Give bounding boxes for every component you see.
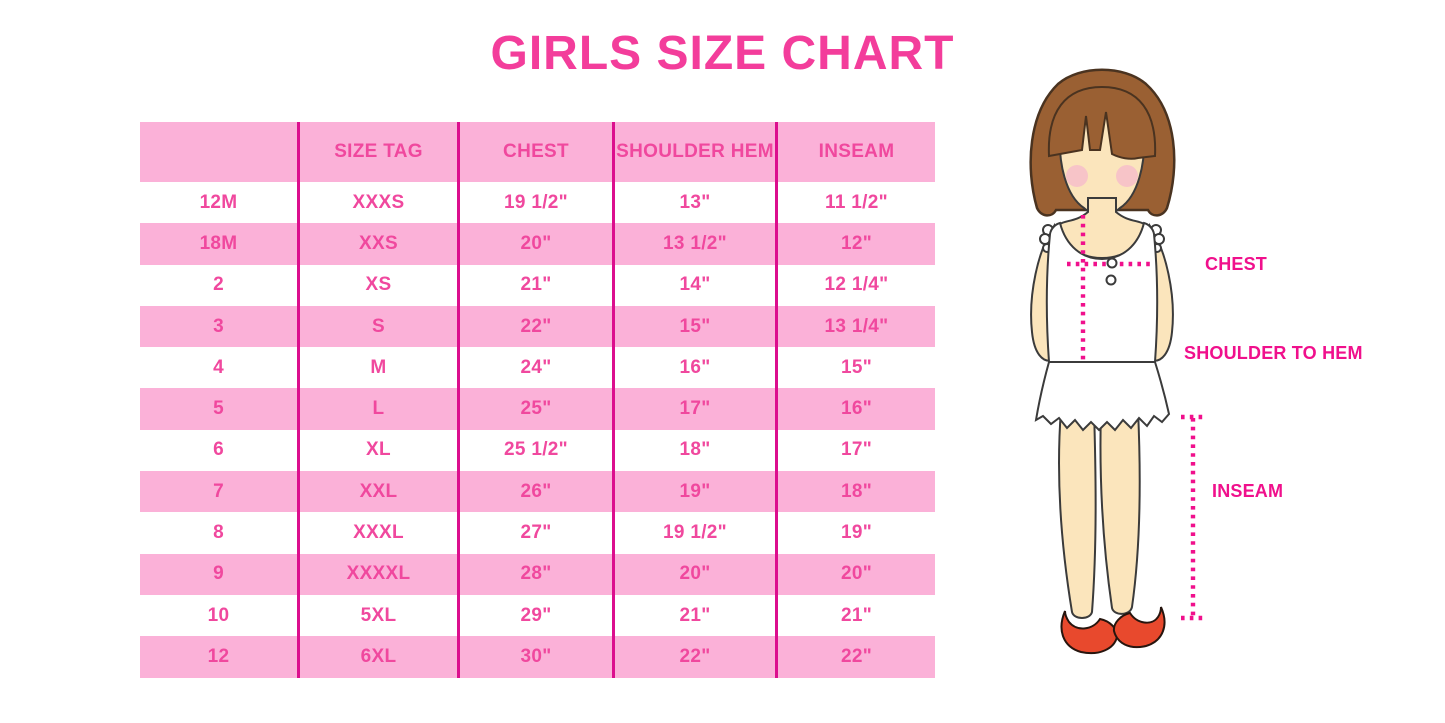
size-row: 18M XXS 20" 13 1/2" 12" bbox=[140, 223, 935, 265]
size-cell: 5 bbox=[213, 398, 224, 420]
header-cell-chest: CHEST bbox=[457, 122, 612, 182]
size-row: 5 L 25" 17" 16" bbox=[140, 388, 935, 430]
size-cell: 13 1/2" bbox=[612, 223, 775, 265]
header-cell-inseam: INSEAM bbox=[775, 122, 935, 182]
measurement-figure: CHEST SHOULDER TO HEM INSEAM bbox=[1020, 60, 1440, 685]
size-cell: 17" bbox=[775, 429, 935, 472]
header-cell-shoulder-hem: SHOULDER HEM bbox=[612, 122, 775, 182]
size-cell: 25 1/2" bbox=[457, 429, 612, 472]
size-row: 3 S 22" 15" 13 1/4" bbox=[140, 305, 935, 348]
size-cell: 5XL bbox=[297, 594, 457, 637]
size-cell: XL bbox=[297, 429, 457, 472]
size-cell: 18" bbox=[775, 471, 935, 513]
size-cell: 29" bbox=[457, 594, 612, 637]
size-cell: 9 bbox=[213, 563, 224, 585]
size-cell: 8 bbox=[213, 522, 224, 544]
size-row: 7 XXL 26" 19" 18" bbox=[140, 471, 935, 513]
size-row: 8 XXXL 27" 19 1/2" 19" bbox=[140, 512, 935, 554]
size-cell: XXS bbox=[297, 223, 457, 265]
size-cell: XXXL bbox=[297, 512, 457, 554]
size-cell: XXL bbox=[297, 471, 457, 513]
girl-skirt bbox=[1034, 361, 1171, 432]
size-cell: L bbox=[297, 388, 457, 430]
girl-illustration bbox=[1029, 68, 1206, 655]
girl-leg-right bbox=[1099, 409, 1141, 615]
size-cell: 12 bbox=[207, 645, 230, 667]
size-cell: 19" bbox=[612, 471, 775, 513]
size-cell: XXXS bbox=[297, 182, 457, 224]
size-cell: 19" bbox=[775, 512, 935, 554]
size-cell: 19 1/2" bbox=[457, 182, 612, 224]
size-cell: 22" bbox=[775, 636, 935, 678]
size-table-header-row: SIZE TAG CHEST SHOULDER HEM INSEAM bbox=[140, 122, 935, 182]
size-cell: S bbox=[297, 305, 457, 348]
size-cell: 22" bbox=[612, 636, 775, 678]
size-cell: 24" bbox=[457, 347, 612, 389]
size-cell: 12M bbox=[199, 191, 238, 213]
girl-bangs bbox=[1047, 85, 1157, 160]
size-row: 4 M 24" 16" 15" bbox=[140, 347, 935, 389]
size-cell: 18M bbox=[199, 232, 238, 254]
size-cell: 7 bbox=[213, 480, 224, 502]
page-title: GIRLS SIZE CHART bbox=[490, 27, 955, 80]
size-cell: 6XL bbox=[297, 636, 457, 678]
size-cell: 12" bbox=[775, 223, 935, 265]
girl-top-button-1 bbox=[1106, 257, 1118, 269]
size-cell: 15" bbox=[775, 347, 935, 389]
girl-top bbox=[1045, 221, 1159, 363]
girl-shoe-left bbox=[1060, 610, 1119, 655]
size-cell: 20" bbox=[612, 553, 775, 595]
size-cell: 21" bbox=[775, 594, 935, 637]
size-cell: XS bbox=[297, 264, 457, 306]
girl-blush-left bbox=[1066, 165, 1088, 187]
size-cell: 26" bbox=[457, 471, 612, 513]
girl-shoe-right bbox=[1112, 606, 1166, 649]
size-cell: 25" bbox=[457, 388, 612, 430]
size-row: 10 5XL 29" 21" 21" bbox=[140, 594, 935, 637]
girl-top-button-2 bbox=[1105, 274, 1117, 286]
size-cell: 10 bbox=[207, 604, 230, 626]
size-cell: 13 1/4" bbox=[775, 305, 935, 348]
size-cell: XXXXL bbox=[297, 553, 457, 595]
size-table-body: 12M XXXS 19 1/2" 13" 11 1/2" 18M XXS 20" 13 1/2"… bbox=[140, 182, 935, 678]
size-row: 12 6XL 30" 22" 22" bbox=[140, 636, 935, 678]
size-cell: 19 1/2" bbox=[612, 512, 775, 554]
size-row: 2 XS 21" 14" 12 1/4" bbox=[140, 264, 935, 306]
size-cell: 28" bbox=[457, 553, 612, 595]
size-row: 12M XXXS 19 1/2" 13" 11 1/2" bbox=[140, 182, 935, 224]
header-cell-blank bbox=[140, 122, 297, 182]
size-cell: 21" bbox=[612, 594, 775, 637]
size-cell: 21" bbox=[457, 264, 612, 306]
shoulder-to-hem-label: SHOULDER TO HEM bbox=[1184, 343, 1363, 363]
header-cell-size-tag: SIZE TAG bbox=[297, 122, 457, 182]
size-row: 9 XXXXL 28" 20" 20" bbox=[140, 553, 935, 595]
size-cell: 20" bbox=[775, 553, 935, 595]
size-cell: 20" bbox=[457, 223, 612, 265]
inseam-label: INSEAM bbox=[1212, 481, 1284, 501]
size-cell: 6 bbox=[213, 439, 224, 461]
size-cell: 16" bbox=[612, 347, 775, 389]
size-cell: 4 bbox=[213, 356, 224, 378]
size-cell: 3 bbox=[213, 315, 224, 337]
size-row: 6 XL 25 1/2" 18" 17" bbox=[140, 429, 935, 472]
size-cell: 22" bbox=[457, 305, 612, 348]
size-cell: 17" bbox=[612, 388, 775, 430]
girl-blush-right bbox=[1116, 165, 1138, 187]
size-cell: 2 bbox=[213, 274, 224, 296]
size-cell: 30" bbox=[457, 636, 612, 678]
size-cell: 12 1/4" bbox=[775, 264, 935, 306]
size-cell: 13" bbox=[612, 182, 775, 224]
size-cell: 27" bbox=[457, 512, 612, 554]
size-cell: M bbox=[297, 347, 457, 389]
size-cell: 16" bbox=[775, 388, 935, 430]
size-cell: 18" bbox=[612, 429, 775, 472]
size-table: SIZE TAG CHEST SHOULDER HEM INSEAM 12M XX… bbox=[140, 122, 935, 678]
size-cell: 15" bbox=[612, 305, 775, 348]
chest-label: CHEST bbox=[1205, 254, 1268, 274]
size-cell: 14" bbox=[612, 264, 775, 306]
size-cell: 11 1/2" bbox=[775, 182, 935, 224]
girl-leg-left bbox=[1058, 409, 1097, 619]
